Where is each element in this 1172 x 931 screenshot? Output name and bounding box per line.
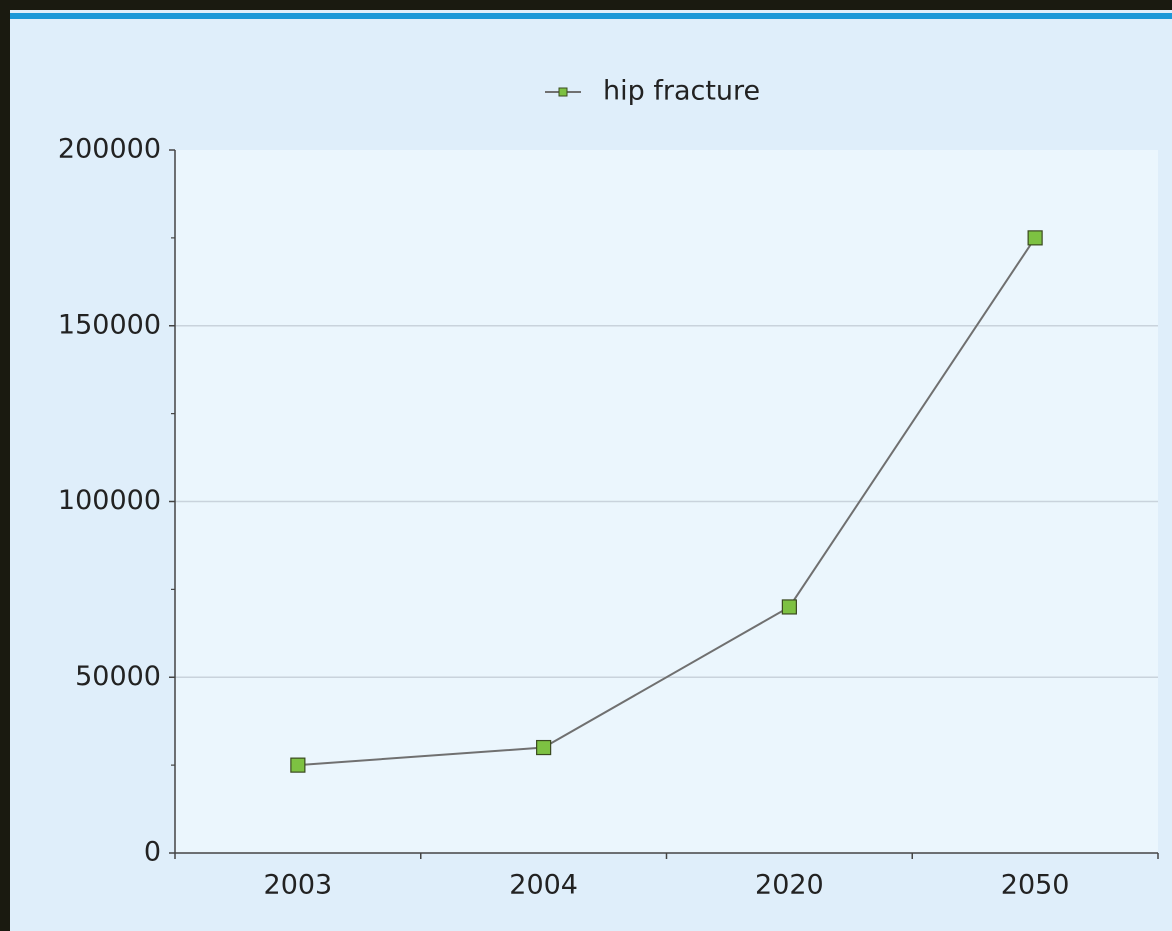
point-marker — [781, 599, 797, 615]
y-tick-label: 0 — [144, 837, 161, 868]
x-tick-label: 2020 — [755, 870, 824, 901]
y-tick-label: 50000 — [75, 661, 161, 692]
legend-marker — [558, 87, 568, 97]
point-marker — [536, 739, 552, 756]
top-bar — [10, 13, 1172, 19]
legend-label: hip fracture — [603, 76, 760, 107]
series-line — [297, 237, 1036, 767]
x-tick-label: 2004 — [509, 870, 578, 901]
y-tick-label: 150000 — [58, 309, 161, 340]
y-tick-label: 200000 — [58, 134, 161, 165]
y-tick-label: 100000 — [58, 485, 161, 516]
x-tick-label: 2003 — [264, 870, 333, 901]
point-marker — [290, 757, 306, 773]
x-tick-label: 2050 — [1001, 870, 1070, 901]
point-marker — [1027, 230, 1043, 246]
